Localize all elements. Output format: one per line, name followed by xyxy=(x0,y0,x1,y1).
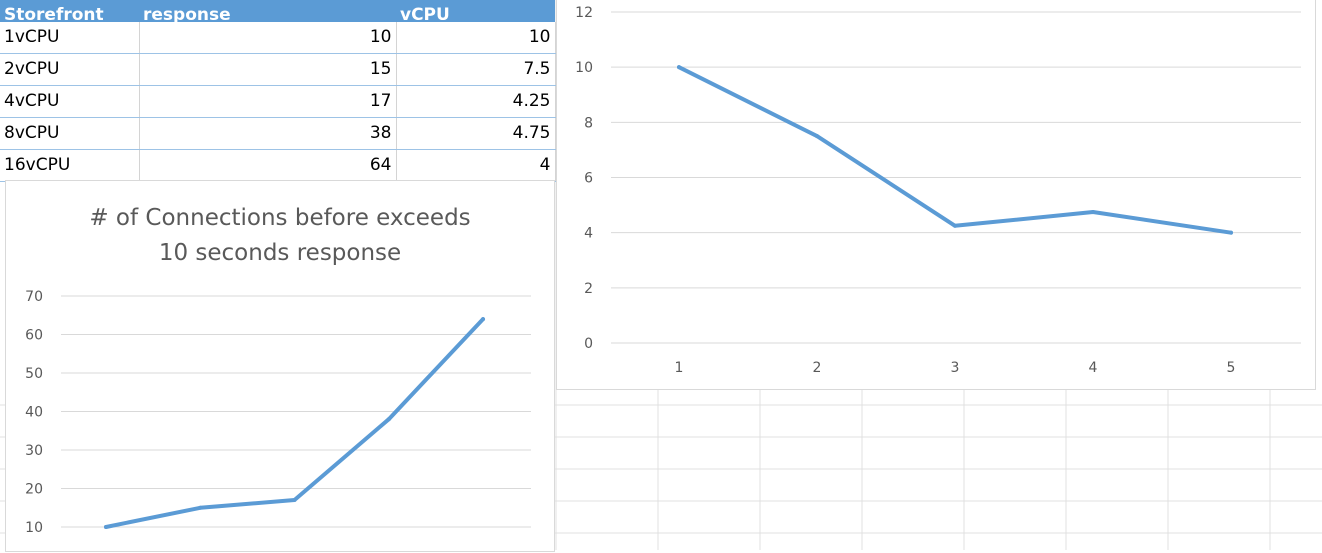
column-header-response[interactable]: response xyxy=(139,0,396,22)
table-row: 1vCPU 10 10 xyxy=(0,22,556,54)
cell-label[interactable]: 16vCPU xyxy=(0,149,140,182)
chart-title-line-1: # of Connections before exceeds xyxy=(89,205,471,231)
table-row: 8vCPU 38 4.75 xyxy=(0,117,556,150)
data-point xyxy=(1091,209,1095,214)
y-tick-label: 10 xyxy=(575,60,593,76)
y-tick-label: 70 xyxy=(25,289,43,305)
cell-label[interactable]: 4vCPU xyxy=(0,85,140,118)
cell-response[interactable]: 17 xyxy=(139,85,397,118)
x-tick-label: 5 xyxy=(1227,360,1236,376)
column-header-storefront[interactable]: Storefront xyxy=(0,0,139,22)
column-header-vcpu[interactable]: vCPU xyxy=(396,0,555,22)
data-point xyxy=(677,65,681,70)
data-table: Storefront response vCPU 1vCPU 10 10 2vC… xyxy=(0,0,556,182)
data-point xyxy=(1229,230,1233,235)
x-tick-label: 3 xyxy=(951,360,960,376)
series-line xyxy=(677,65,1233,235)
table-row: 4vCPU 17 4.25 xyxy=(0,85,556,118)
y-tick-label: 2 xyxy=(584,281,593,297)
y-tick-label: 40 xyxy=(25,405,43,421)
data-point xyxy=(292,498,297,503)
table-row: 16vCPU 64 4 xyxy=(0,149,556,182)
y-tick-label: 60 xyxy=(25,328,43,344)
data-point xyxy=(198,505,203,510)
cell-vcpu[interactable]: 4.25 xyxy=(396,85,556,118)
cell-response[interactable]: 38 xyxy=(139,117,397,150)
y-tick-label: 30 xyxy=(25,443,43,459)
y-tick-label: 20 xyxy=(25,482,43,498)
x-tick-label: 1 xyxy=(675,360,684,376)
cell-vcpu[interactable]: 4.75 xyxy=(396,117,556,150)
data-point xyxy=(815,134,819,139)
table-header-row: Storefront response vCPU xyxy=(0,0,555,22)
y-tick-label: 4 xyxy=(584,226,593,242)
y-tick-label: 8 xyxy=(584,115,593,131)
cell-label[interactable]: 1vCPU xyxy=(0,22,140,54)
series-line xyxy=(104,317,485,529)
connections-line-chart[interactable]: # of Connections before exceeds 10 secon… xyxy=(5,180,555,552)
cell-vcpu[interactable]: 7.5 xyxy=(396,53,556,86)
x-tick-label: 2 xyxy=(813,360,822,376)
cell-response[interactable]: 15 xyxy=(139,53,397,86)
data-point xyxy=(104,525,108,529)
cell-vcpu[interactable]: 10 xyxy=(396,22,556,54)
cell-response[interactable]: 64 xyxy=(139,149,397,182)
cell-response[interactable]: 10 xyxy=(139,22,397,54)
data-point xyxy=(481,317,485,322)
connections-chart-plot: 10 20 30 40 50 60 70 xyxy=(25,289,531,536)
vcpu-ratio-line-chart[interactable]: 0 2 4 6 8 10 12 1 2 3 4 5 xyxy=(556,0,1316,390)
x-tick-label: 4 xyxy=(1089,360,1098,376)
y-tick-label: 50 xyxy=(25,366,43,382)
y-tick-label: 6 xyxy=(584,171,593,187)
data-point xyxy=(953,223,957,228)
table-row: 2vCPU 15 7.5 xyxy=(0,53,556,86)
y-tick-label: 0 xyxy=(584,336,593,352)
cell-label[interactable]: 8vCPU xyxy=(0,117,140,150)
chart-title-line-2: 10 seconds response xyxy=(158,240,402,266)
y-tick-label: 12 xyxy=(575,5,593,21)
cell-vcpu[interactable]: 4 xyxy=(396,149,556,182)
data-point xyxy=(386,417,391,422)
y-tick-label: 10 xyxy=(25,520,43,536)
cell-label[interactable]: 2vCPU xyxy=(0,53,140,86)
